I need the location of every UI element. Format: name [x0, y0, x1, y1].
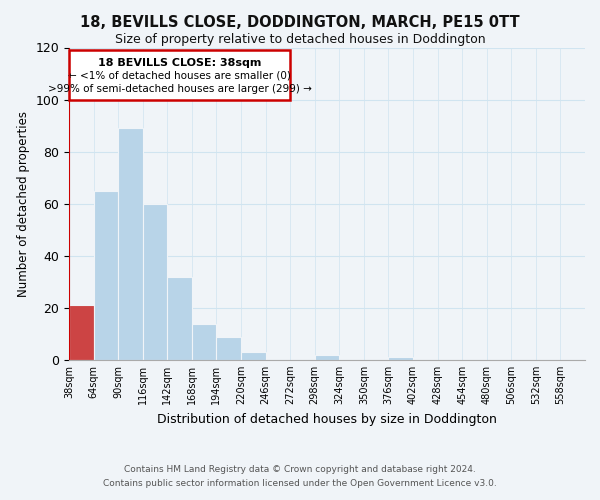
Bar: [241, 352, 266, 360]
X-axis label: Distribution of detached houses by size in Doddington: Distribution of detached houses by size …: [157, 412, 497, 426]
Bar: [94, 190, 118, 360]
Text: Size of property relative to detached houses in Doddington: Size of property relative to detached ho…: [115, 32, 485, 46]
Text: 18 BEVILLS CLOSE: 38sqm: 18 BEVILLS CLOSE: 38sqm: [98, 58, 261, 68]
Bar: [69, 306, 94, 360]
Bar: [167, 276, 192, 360]
Text: 18, BEVILLS CLOSE, DODDINGTON, MARCH, PE15 0TT: 18, BEVILLS CLOSE, DODDINGTON, MARCH, PE…: [80, 15, 520, 30]
Bar: [217, 336, 241, 360]
Text: ← <1% of detached houses are smaller (0): ← <1% of detached houses are smaller (0): [68, 71, 291, 81]
Text: >99% of semi-detached houses are larger (299) →: >99% of semi-detached houses are larger …: [47, 84, 311, 94]
Bar: [70, 50, 290, 100]
Bar: [388, 358, 413, 360]
Bar: [118, 128, 143, 360]
Bar: [192, 324, 217, 360]
Y-axis label: Number of detached properties: Number of detached properties: [17, 111, 30, 296]
Bar: [315, 355, 339, 360]
Text: Contains HM Land Registry data © Crown copyright and database right 2024.
Contai: Contains HM Land Registry data © Crown c…: [103, 466, 497, 487]
Bar: [143, 204, 167, 360]
